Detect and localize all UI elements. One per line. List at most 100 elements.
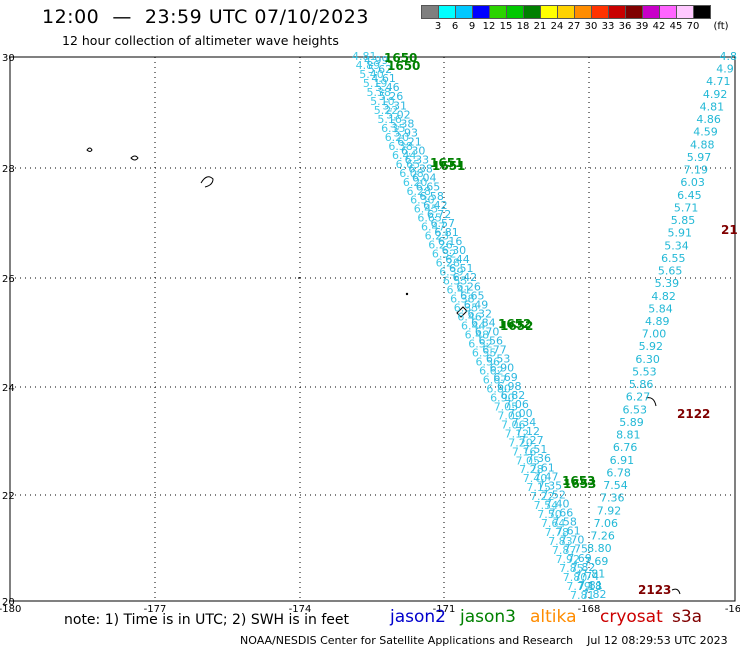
track-a-value: 7.40 [523,472,548,485]
track-a-value: 7.06 [501,418,526,431]
track-b-value: 5.93 [394,126,419,139]
track-c-value: 4.88 [690,138,715,151]
track-a-value: 7.54 [534,499,559,512]
track-b-value: 6.69 [493,371,518,384]
track-a-value: 6.32 [432,248,457,261]
track-b-value: 7.35 [538,479,563,492]
pass-time-label: 21 [721,223,738,237]
track-b-value: 6.56 [479,335,504,348]
track-a-value: 6.48 [465,328,490,341]
track-c-value: 6.03 [680,176,705,189]
track-b-value: 6.70 [475,326,500,339]
track-a-value: 6.30 [410,194,435,207]
track-b-value: 7.47 [534,470,559,483]
track-a-value: 6.20 [385,131,410,144]
map-subtitle: 12 hour collection of altimeter wave hei… [62,33,339,48]
track-a-value: 7.28 [519,463,544,476]
map-title: 12:00 — 23:59 UTC 07/10/2023 [42,6,369,28]
track-a-value: 5.19 [363,77,388,90]
track-b-value: 6.04 [412,172,437,185]
island-dot [405,292,409,296]
track-a-value: 6.41 [446,284,471,297]
track-b-value: 4.99 [364,54,389,67]
track-b-value: 5.26 [379,90,404,103]
track-c-value: 6.30 [635,353,660,366]
track-b-value: 6.38 [408,163,433,176]
track-b-value: 7.12 [515,425,540,438]
track-a-value: 7.16 [512,445,537,458]
colorbar-label: 12 [482,21,496,32]
track-c-value: 4.71 [706,75,731,88]
lon-tick-label: -171 [433,604,456,615]
track-b-value: 7.74 [575,570,600,583]
track-b-value: 6.42 [423,199,448,212]
track-c-value: 6.27 [626,391,651,404]
track-a-value: 6.23 [425,230,450,243]
track-b-value: 6.30 [442,244,467,257]
track-c-value: 5.85 [671,214,696,227]
track-c-value: 5.34 [664,239,689,252]
track-b-value: 7.82 [571,561,596,574]
track-b-value: 6.84 [471,316,496,329]
track-c-value: 8.81 [616,429,641,442]
track-a-value: 6.26 [428,239,453,252]
colorbar-label: 6 [451,21,459,32]
colorbar-label: 24 [550,21,564,32]
colorbar-label: 9 [468,21,476,32]
track-c-value: 5.91 [668,227,693,240]
colorbar [421,5,711,19]
track-a-value: 6.35 [381,122,406,135]
track-c-value: 6.76 [613,441,638,454]
track-a-value: 5.16 [377,113,402,126]
colorbar-label: 42 [652,21,666,32]
track-a-value: 6.62 [479,364,504,377]
track-a-value: 6.46 [457,311,482,324]
track-b-value: 7.61 [556,525,581,538]
mission-altika: altika [530,607,577,627]
colorbar-label: 30 [584,21,598,32]
colorbar-label: 45 [669,21,683,32]
track-a-value: 7.80 [563,571,588,584]
track-a-value: 4.89 [356,59,381,72]
colorbar-label: 15 [499,21,513,32]
island-outline [671,588,681,595]
track-a-value: 7.05 [516,454,541,467]
track-c-value: 7.54 [603,479,628,492]
track-b-value: 6.49 [464,298,489,311]
track-c-value: 4.81 [700,100,725,113]
track-b-value: 6.51 [449,262,474,275]
track-c-value: 6.91 [610,454,635,467]
track-c-value: 7.26 [590,530,615,543]
track-b-value: 7.61 [530,461,555,474]
colorbar-label: 70 [686,21,700,32]
colorbar-label: 39 [635,21,649,32]
lon-tick-label: -16 [725,604,740,615]
track-a-value: 6.44 [461,320,486,333]
track-a-value: 6.65 [417,212,442,225]
track-a-value: 6.28 [407,185,432,198]
track-b-value: 6.21 [397,135,422,148]
track-a-value: 5.10 [370,95,395,108]
track-a-value: 7.12 [505,427,529,440]
track-b-value: 6.44 [445,253,470,266]
track-c-value: 6.78 [606,466,631,479]
pass-time-label: 1651 [432,159,465,173]
colorbar-label: 36 [618,21,632,32]
track-b-value: 6.65 [460,289,485,302]
track-c-value: 5.97 [687,151,712,164]
track-a-value: 7.87 [552,544,577,557]
track-c-value: 7.18 [578,580,603,593]
track-b-value: 6.26 [456,280,481,293]
track-c-value: 7.06 [594,517,619,530]
island-outline [130,155,139,161]
track-b-value: 6.32 [467,307,492,320]
track-a-value: 6.38 [388,140,413,153]
track-a-value: 7.22 [530,490,555,503]
track-c-value: 8.80 [587,542,612,555]
track-b-value: 7.52 [541,488,566,501]
track-b-value: 6.77 [482,344,507,357]
island-dot [298,277,300,279]
track-b-value: 5.38 [390,117,415,130]
lat-tick-label: 20 [2,597,15,608]
footer-note: note: 1) Time is in UTC; 2) SWH is in fe… [64,612,350,628]
